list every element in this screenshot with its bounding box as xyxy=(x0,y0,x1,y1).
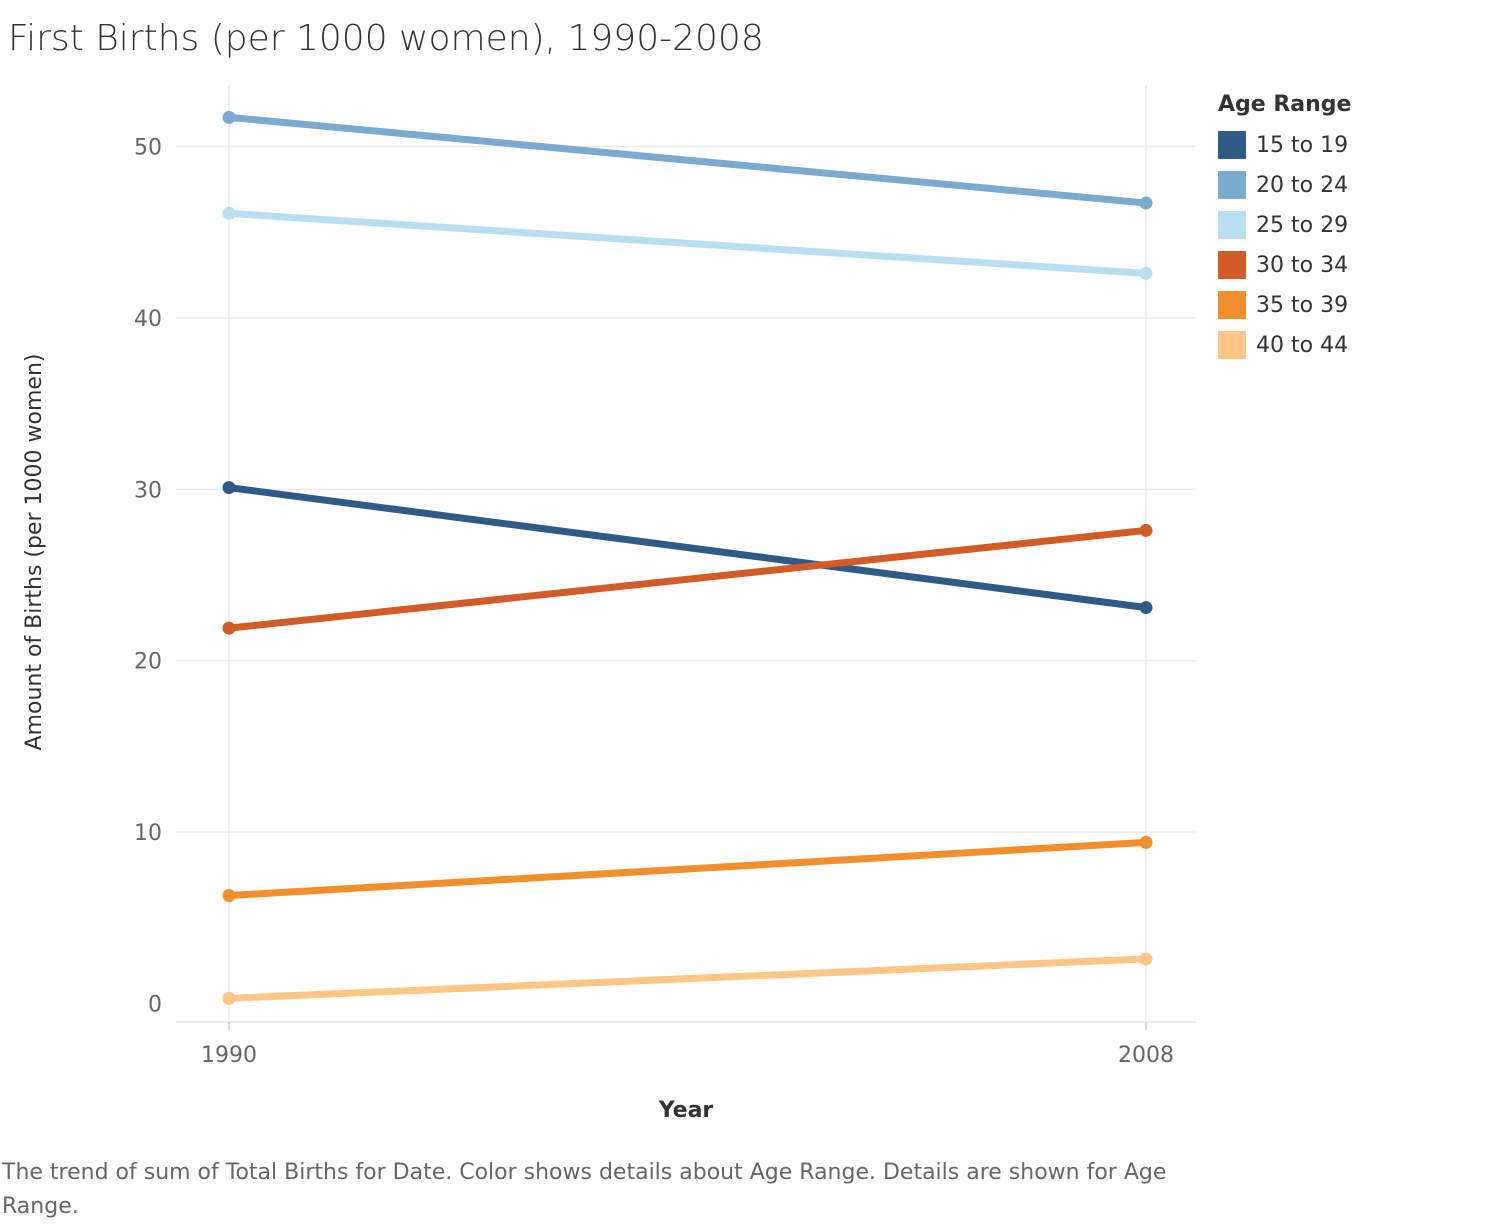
line-chart: 0 10 20 30 40 50 1990 2008 Amount of Births (pe… xyxy=(22,86,1196,1123)
series-line xyxy=(225,113,1150,207)
legend-item[interactable]: 40 to 44 xyxy=(1218,325,1351,365)
legend-swatch xyxy=(1218,211,1246,239)
data-point[interactable] xyxy=(222,481,236,495)
chart-caption: The trend of sum of Total Births for Dat… xyxy=(2,1160,1167,1219)
data-point[interactable] xyxy=(222,621,236,635)
x-tick-label: 1990 xyxy=(201,1043,257,1068)
x-tick-label: 2008 xyxy=(1118,1043,1174,1068)
data-point[interactable] xyxy=(222,110,236,124)
legend-swatch xyxy=(1218,291,1246,319)
y-tick-label: 10 xyxy=(134,821,162,846)
data-point[interactable] xyxy=(222,889,236,903)
y-tick-label: 40 xyxy=(134,307,162,332)
data-point[interactable] xyxy=(1139,523,1153,537)
series-30-to-34 xyxy=(222,523,1153,635)
legend-label: 40 to 44 xyxy=(1256,332,1349,358)
y-tick-label: 20 xyxy=(134,650,162,675)
series-20-to-24 xyxy=(222,110,1153,210)
series-40-to-44 xyxy=(222,952,1153,1005)
legend-item[interactable]: 30 to 34 xyxy=(1218,245,1351,285)
y-tick-label: 0 xyxy=(148,993,162,1018)
legend-label: 20 to 24 xyxy=(1256,172,1349,198)
series-lines xyxy=(222,110,1153,1005)
y-tick-label: 50 xyxy=(134,136,162,161)
data-point[interactable] xyxy=(1139,835,1153,849)
legend-item[interactable]: 15 to 19 xyxy=(1218,125,1351,165)
legend-item[interactable]: 35 to 39 xyxy=(1218,285,1351,325)
legend-label: 35 to 39 xyxy=(1256,292,1349,318)
x-axis-title: Year xyxy=(658,1098,714,1123)
series-line xyxy=(225,838,1150,900)
data-point[interactable] xyxy=(222,206,236,220)
data-point[interactable] xyxy=(1139,266,1153,280)
series-line xyxy=(225,209,1150,277)
legend-label: 25 to 29 xyxy=(1256,212,1349,238)
series-35-to-39 xyxy=(222,835,1153,903)
grid-lines xyxy=(176,86,1196,1022)
axes: 0 10 20 30 40 50 1990 2008 xyxy=(134,136,1196,1068)
legend-item[interactable]: 25 to 29 xyxy=(1218,205,1351,245)
legend-label: 15 to 19 xyxy=(1256,132,1349,158)
legend-title: Age Range xyxy=(1218,92,1352,117)
data-point[interactable] xyxy=(1139,952,1153,966)
legend-swatch xyxy=(1218,171,1246,199)
series-line xyxy=(225,484,1150,612)
series-line xyxy=(225,526,1150,632)
legend-item[interactable]: 20 to 24 xyxy=(1218,165,1351,205)
legend-label: 30 to 34 xyxy=(1256,252,1349,278)
legend-items: 15 to 19 20 to 24 25 to 29 30 to 34 35 to 39… xyxy=(1218,125,1351,365)
legend: Age Range 15 to 19 20 to 24 25 to 29 30 to … xyxy=(1218,92,1351,365)
legend-swatch xyxy=(1218,131,1246,159)
series-15-to-19 xyxy=(222,481,1153,615)
data-point[interactable] xyxy=(222,991,236,1005)
series-line xyxy=(225,955,1150,1002)
data-point[interactable] xyxy=(1139,601,1153,615)
series-25-to-29 xyxy=(222,206,1153,280)
y-tick-label: 30 xyxy=(134,478,162,503)
y-axis-title: Amount of Births (per 1000 women) xyxy=(22,354,47,751)
chart-title: First Births (per 1000 women), 1990-2008 xyxy=(8,18,764,59)
legend-swatch xyxy=(1218,251,1246,279)
data-point[interactable] xyxy=(1139,196,1153,210)
legend-swatch xyxy=(1218,331,1246,359)
